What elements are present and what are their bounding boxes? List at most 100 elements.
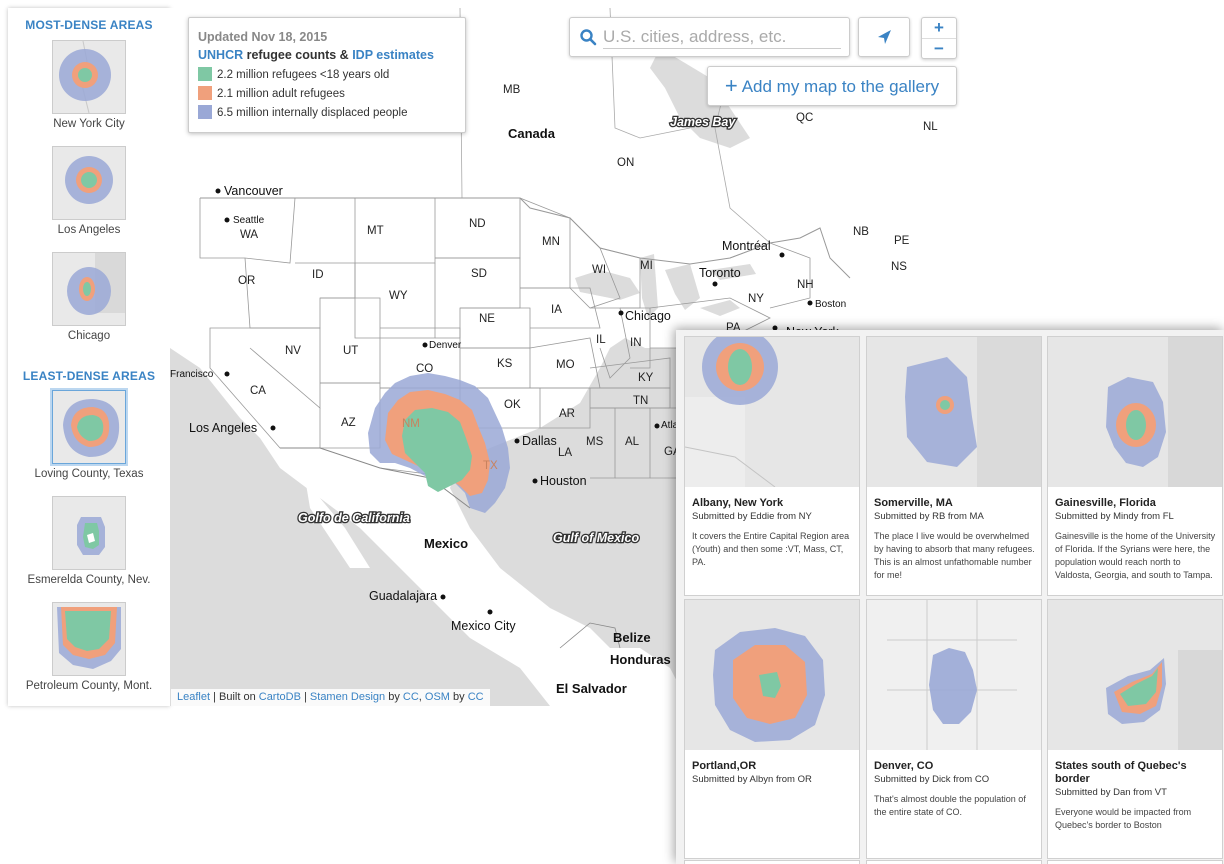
city-label-vancouver: Vancouver	[224, 184, 283, 198]
state-label-mi: MI	[640, 260, 653, 272]
thumb-loving-county[interactable]: Loving County, Texas	[8, 390, 170, 480]
thumb-label: Petroleum County, Mont.	[25, 680, 153, 692]
thumb-map	[52, 146, 126, 220]
attrib-text: ,	[418, 691, 425, 703]
card-description: Gainesville is the home of the Universit…	[1055, 531, 1216, 580]
map-legend: Updated Nov 18, 2015 UNHCR refugee count…	[188, 17, 466, 133]
gallery-card-portland[interactable]: Portland,OR Submitted by Albyn from OR	[684, 599, 860, 859]
state-label-wa: WA	[240, 229, 258, 241]
thumb-label: Los Angeles	[57, 224, 121, 236]
state-label-mt: MT	[367, 225, 384, 237]
gallery-card-gainesville[interactable]: Gainesville, Florida Submitted by Mindy …	[1047, 336, 1223, 596]
gallery-card-partial[interactable]	[684, 860, 860, 864]
plus-icon: +	[724, 73, 738, 98]
gallery-card-partial[interactable]	[1047, 860, 1223, 864]
thumb-esmerelda-county[interactable]: Esmerelda County, Nev.	[8, 496, 170, 586]
thumb-label: Chicago	[67, 330, 111, 342]
leaflet-link[interactable]: Leaflet	[177, 691, 211, 703]
country-label-mexico: Mexico	[424, 536, 468, 551]
gallery-card-somerville[interactable]: Somerville, MA Submitted by RB from MA T…	[866, 336, 1042, 596]
locate-button[interactable]	[858, 17, 910, 57]
thumb-label: Esmerelda County, Nev.	[27, 574, 151, 586]
state-label-nv: NV	[285, 345, 301, 357]
province-label-nb: NB	[853, 226, 869, 238]
province-label-on: ON	[617, 157, 634, 169]
legend-item-idp: 6.5 million internally displaced people	[198, 105, 408, 121]
unhcr-link[interactable]: UNHCR	[198, 48, 244, 62]
zoom-out-button[interactable]: −	[934, 39, 944, 58]
add-map-to-gallery-button[interactable]: + Add my map to the gallery	[707, 66, 957, 106]
city-label-chicago: Chicago	[625, 309, 671, 323]
city-label-san-francisco: Francisco	[170, 369, 214, 380]
city-label-toronto: Toronto	[699, 266, 741, 280]
state-label-ne: NE	[479, 313, 495, 325]
state-label-or: OR	[238, 275, 255, 287]
gallery-card-quebec-border[interactable]: States south of Quebec's border Submitte…	[1047, 599, 1223, 859]
cc-link[interactable]: CC	[402, 691, 419, 703]
city-label-los-angeles: Los Angeles	[189, 421, 257, 435]
city-label-seattle: Seattle	[233, 215, 265, 226]
province-label-ns: NS	[891, 261, 907, 273]
gallery-card-albany[interactable]: Albany, New York Submitted by Eddie from…	[684, 336, 860, 596]
state-label-co: CO	[416, 363, 433, 375]
legend-label: 2.1 million adult refugees	[217, 88, 345, 100]
legend-header-text: refugee counts &	[243, 48, 353, 62]
zoom-in-button[interactable]: +	[922, 18, 956, 39]
zoom-control: + −	[921, 17, 957, 59]
thumb-los-angeles[interactable]: Los Angeles	[8, 146, 170, 236]
thumb-map	[52, 252, 126, 326]
city-label-houston: Houston	[540, 474, 587, 488]
state-label-ar: AR	[559, 408, 575, 420]
thumb-chicago[interactable]: Chicago	[8, 252, 170, 342]
most-dense-title: MOST-DENSE AREAS	[25, 18, 153, 32]
city-label-montreal: Montréal	[722, 239, 771, 253]
card-description: That's almost double the population of t…	[874, 794, 1026, 817]
stamen-link[interactable]: Stamen Design	[309, 691, 386, 703]
province-label-pe: PE	[894, 235, 910, 247]
country-label-el-salvador: El Salvador	[556, 681, 627, 696]
card-submitter: Submitted by Mindy from FL	[1055, 511, 1174, 522]
gallery-card-partial[interactable]	[866, 860, 1042, 864]
state-label-ks: KS	[497, 358, 513, 370]
state-label-az: AZ	[341, 417, 356, 429]
state-label-la: LA	[558, 447, 572, 459]
osm-link[interactable]: OSM	[424, 691, 450, 703]
search-icon[interactable]	[579, 28, 597, 46]
cc-link[interactable]: CC	[467, 691, 484, 703]
legend-item-adults: 2.1 million adult refugees	[198, 86, 345, 102]
card-description: Everyone would be impacted from Quebec's…	[1055, 807, 1192, 830]
map-gallery: Albany, New York Submitted by Eddie from…	[676, 330, 1224, 864]
state-label-ut: UT	[343, 345, 358, 357]
state-label-tn: TN	[633, 395, 648, 407]
location-arrow-icon	[878, 30, 891, 44]
city-label-mexico-city: Mexico City	[451, 619, 516, 633]
search-input[interactable]	[603, 26, 841, 49]
thumb-petroleum-county[interactable]: Petroleum County, Mont.	[8, 602, 170, 692]
legend-item-children: 2.2 million refugees <18 years old	[198, 67, 389, 83]
card-title: Albany, New York	[692, 497, 784, 509]
cartodb-link[interactable]: CartoDB	[258, 691, 301, 703]
legend-header: UNHCR refugee counts & IDP estimates	[198, 48, 434, 62]
card-title: Portland,OR	[692, 760, 757, 772]
water-label-golfo-de-california: Golfo de California	[298, 511, 410, 525]
province-label-qc: QC	[796, 112, 813, 124]
card-submitter: Submitted by Dick from CO	[874, 774, 990, 785]
thumb-new-york-city[interactable]: New York City	[8, 40, 170, 130]
state-label-nd: ND	[469, 218, 486, 230]
thumb-map	[52, 390, 126, 464]
card-submitter: Submitted by RB from MA	[874, 511, 984, 522]
country-label-canada: Canada	[508, 126, 556, 141]
state-label-ok: OK	[504, 399, 521, 411]
card-submitter: Submitted by Dan from VT	[1055, 787, 1167, 798]
child-refugee-overlay	[402, 408, 472, 492]
city-label-atlanta: Atlan	[661, 420, 684, 431]
state-label-tx: TX	[483, 460, 498, 472]
card-description: It covers the Entire Capital Region area…	[692, 531, 850, 567]
gallery-card-denver[interactable]: Denver, CO Submitted by Dick from CO Tha…	[866, 599, 1042, 859]
state-label-ia: IA	[551, 304, 562, 316]
idp-estimates-link[interactable]: IDP estimates	[352, 48, 434, 62]
card-map	[867, 600, 1041, 750]
thumb-map	[52, 496, 126, 570]
card-description: The place I live would be overwhelmed by…	[874, 531, 1035, 580]
updated-date: Updated Nov 18, 2015	[198, 30, 328, 44]
